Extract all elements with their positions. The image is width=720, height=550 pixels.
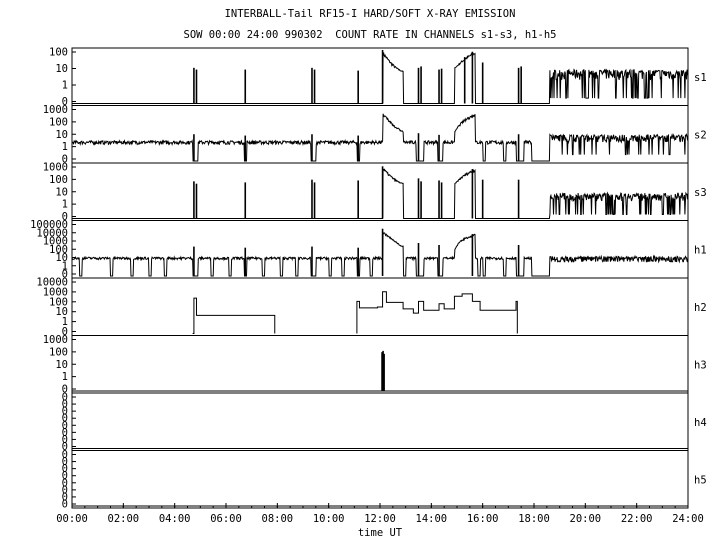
y-tick-label-h4: 0 xyxy=(62,434,68,446)
y-tick-label-h4: 0 xyxy=(62,406,68,418)
chart-subtitle: SOW 00:00 24:00 990302 COUNT RATE IN CHA… xyxy=(183,29,557,41)
y-tick-label-h2: 10 xyxy=(55,306,68,318)
x-tick-label: 18:00 xyxy=(518,513,550,525)
y-tick-label-h1: 0 xyxy=(62,269,68,281)
y-tick-label-s2: 100 xyxy=(49,116,68,128)
y-tick-label-h1: 100 xyxy=(49,244,68,256)
panel-frame-h4 xyxy=(71,392,689,451)
y-tick-label-h2: 1000 xyxy=(43,286,68,298)
y-tick-label-h2: 10000 xyxy=(36,277,68,289)
y-tick-label-h5: 0 xyxy=(62,463,68,475)
trace-s2 xyxy=(71,113,689,162)
y-tick-label-h5: 0 xyxy=(62,470,68,482)
y-tick-label-h3: 1000 xyxy=(43,334,68,346)
trace-h1 xyxy=(71,231,689,277)
y-tick-label-h4: 0 xyxy=(62,392,68,404)
panel-frame-h5 xyxy=(71,450,689,509)
channel-label-h1: h1 xyxy=(694,244,707,256)
y-tick-label-h4: 0 xyxy=(62,427,68,439)
y-tick-label-s1: 1 xyxy=(62,80,68,92)
y-tick-label-h5: 0 xyxy=(62,477,68,489)
x-tick-label: 00:00 xyxy=(56,513,88,525)
x-tick-label: 06:00 xyxy=(210,513,242,525)
y-tick-label-h1: 100000 xyxy=(30,219,68,231)
y-tick-label-s3: 10 xyxy=(55,186,68,198)
y-tick-label-s3: 1000 xyxy=(43,162,68,174)
x-tick-label: 02:00 xyxy=(108,513,140,525)
channel-label-h2: h2 xyxy=(694,302,707,314)
channel-label-h3: h3 xyxy=(694,359,707,371)
x-tick-label: 12:00 xyxy=(364,513,396,525)
y-tick-label-s1: 10 xyxy=(55,63,68,75)
trace-s3 xyxy=(72,168,689,219)
y-tick-label-h2: 100 xyxy=(49,296,68,308)
y-tick-label-s3: 1 xyxy=(62,199,68,211)
y-tick-label-s2: 0 xyxy=(62,154,68,166)
y-tick-label-h5: 0 xyxy=(62,499,68,511)
x-tick-label: 24:00 xyxy=(672,513,704,525)
y-tick-label-h1: 1 xyxy=(62,260,68,272)
y-tick-label-s1: 100 xyxy=(49,47,68,59)
channel-label-s3: s3 xyxy=(694,187,707,199)
x-tick-label: 04:00 xyxy=(159,513,191,525)
y-tick-label-h4: 0 xyxy=(62,441,68,453)
y-tick-label-h2: 0 xyxy=(62,326,68,338)
y-tick-label-h3: 0 xyxy=(62,384,68,396)
y-tick-label-h4: 0 xyxy=(62,399,68,411)
y-tick-label-h5: 0 xyxy=(62,484,68,496)
y-tick-label-s2: 1000 xyxy=(43,104,68,116)
chart-title: INTERBALL-Tail RF15-I HARD/SOFT X-RAY EM… xyxy=(224,8,516,20)
trace-h2 xyxy=(192,291,518,334)
y-tick-label-s2: 1 xyxy=(62,141,68,153)
x-axis-label: time UT xyxy=(358,527,403,539)
y-tick-label-h5: 0 xyxy=(62,449,68,461)
y-tick-label-h5: 0 xyxy=(62,456,68,468)
y-tick-label-h3: 100 xyxy=(49,346,68,358)
y-tick-label-h3: 10 xyxy=(55,359,68,371)
y-tick-label-s2: 10 xyxy=(55,129,68,141)
y-tick-label-h4: 0 xyxy=(62,420,68,432)
x-tick-label: 08:00 xyxy=(262,513,294,525)
y-tick-label-h4: 0 xyxy=(62,413,68,425)
y-tick-label-h1: 10 xyxy=(55,252,68,264)
y-tick-label-s3: 100 xyxy=(49,174,68,186)
x-tick-label: 14:00 xyxy=(416,513,448,525)
panel-frame-h3 xyxy=(71,335,689,394)
y-tick-label-h2: 1 xyxy=(62,316,68,328)
x-tick-label: 20:00 xyxy=(570,513,602,525)
channel-label-s2: s2 xyxy=(694,129,707,141)
channel-label-s1: s1 xyxy=(694,72,707,84)
y-tick-label-h5: 0 xyxy=(62,491,68,503)
x-tick-label: 16:00 xyxy=(467,513,499,525)
x-tick-label: 10:00 xyxy=(313,513,345,525)
channel-label-h4: h4 xyxy=(694,417,707,429)
y-tick-label-h3: 1 xyxy=(62,371,68,383)
y-tick-label-h1: 1000 xyxy=(43,236,68,248)
x-tick-label: 22:00 xyxy=(621,513,653,525)
trace-s1 xyxy=(72,52,689,104)
y-tick-label-h1: 10000 xyxy=(36,227,68,239)
y-tick-label-s3: 0 xyxy=(62,211,68,223)
y-tick-label-s1: 0 xyxy=(62,96,68,108)
channel-label-h5: h5 xyxy=(694,474,707,486)
